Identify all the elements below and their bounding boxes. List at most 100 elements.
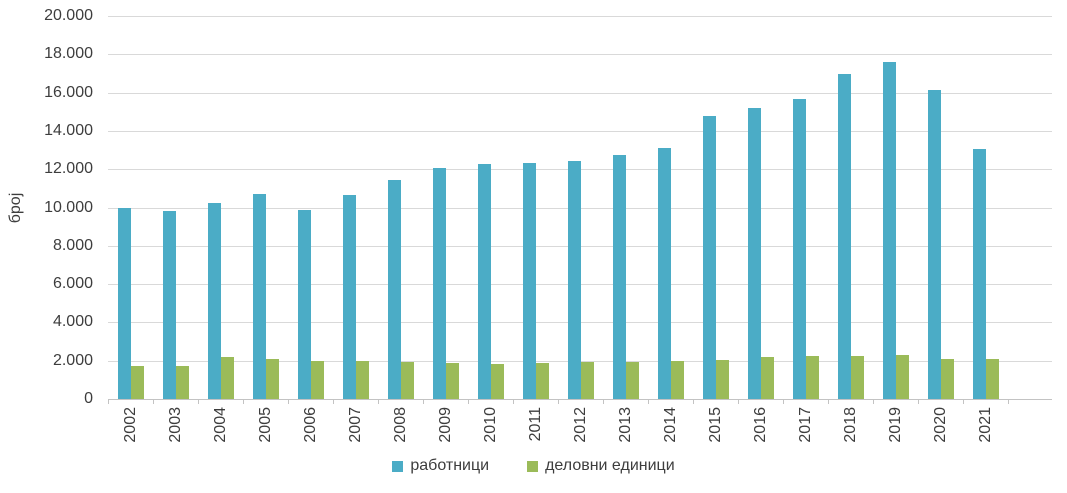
x-axis-tick <box>333 399 334 404</box>
bar-business-units-2018 <box>850 355 864 399</box>
x-axis-tick <box>963 399 964 404</box>
y-axis-tick-label: 4.000 <box>52 313 93 331</box>
bar-business-units-2012 <box>580 361 594 399</box>
legend-item-business-units: деловни единици <box>527 457 675 475</box>
x-axis-label-2005: 2005 <box>256 407 274 443</box>
bar-business-units-2014 <box>670 360 684 399</box>
x-axis-tick <box>918 399 919 404</box>
gridline <box>108 16 1052 17</box>
legend-marker-business-units <box>527 460 539 472</box>
bar-workers-2015 <box>702 115 716 399</box>
x-axis-label-2016: 2016 <box>751 407 769 443</box>
x-axis-label-2006: 2006 <box>301 407 319 443</box>
bar-workers-2004 <box>207 202 221 399</box>
x-axis-tick <box>468 399 469 404</box>
bar-business-units-2015 <box>715 359 729 399</box>
x-axis-tick <box>108 399 109 404</box>
gridline <box>108 54 1052 56</box>
bar-business-units-2008 <box>400 361 414 399</box>
x-axis-label-2010: 2010 <box>481 407 499 443</box>
bar-business-units-2021 <box>985 358 999 399</box>
bar-workers-2012 <box>567 160 581 399</box>
bar-business-units-2013 <box>625 361 639 399</box>
x-axis-label-2015: 2015 <box>706 407 724 443</box>
x-axis-line <box>108 399 1052 400</box>
x-axis-tick <box>828 399 829 404</box>
bar-workers-2019 <box>882 61 896 399</box>
x-axis-tick <box>513 399 514 404</box>
x-axis-tick <box>873 399 874 404</box>
bar-business-units-2016 <box>760 356 774 399</box>
x-axis-label-2007: 2007 <box>346 407 364 443</box>
bar-business-units-2010 <box>490 363 504 399</box>
bar-business-units-2002 <box>130 366 144 399</box>
bar-business-units-2009 <box>445 362 459 399</box>
x-axis-label-2009: 2009 <box>436 407 454 443</box>
bar-workers-2009 <box>432 168 446 399</box>
x-axis-label-2021: 2021 <box>976 407 994 443</box>
x-axis-label-2018: 2018 <box>841 407 859 443</box>
x-axis-label-2008: 2008 <box>391 407 409 443</box>
x-axis-label-2014: 2014 <box>661 407 679 443</box>
legend-marker-workers <box>392 460 404 472</box>
bar-business-units-2019 <box>895 354 909 399</box>
y-axis-tick-label: 6.000 <box>52 275 93 293</box>
y-axis-tick-label: 10.000 <box>44 198 93 216</box>
y-axis-tick-label: 14.000 <box>44 121 93 139</box>
bar-workers-2013 <box>612 154 626 399</box>
x-axis-tick <box>153 399 154 404</box>
bar-business-units-2011 <box>535 362 549 399</box>
bar-workers-2008 <box>387 179 401 399</box>
x-axis-label-2004: 2004 <box>211 407 229 443</box>
bar-business-units-2003 <box>175 366 189 399</box>
y-axis-tick-label: 0 <box>84 390 93 407</box>
x-axis-tick <box>558 399 559 404</box>
bar-workers-2018 <box>837 74 851 399</box>
gridline <box>108 92 1052 94</box>
x-axis-tick <box>198 399 199 404</box>
x-axis-label-2011: 2011 <box>526 407 544 442</box>
x-axis-tick <box>783 399 784 404</box>
x-axis-tick <box>693 399 694 404</box>
bar-business-units-2017 <box>805 355 819 399</box>
x-axis-tick <box>1008 399 1009 404</box>
bar-workers-2003 <box>162 211 176 399</box>
x-axis-label-2012: 2012 <box>571 407 589 443</box>
bar-workers-2007 <box>342 195 356 399</box>
x-axis-label-2002: 2002 <box>121 407 139 443</box>
y-axis-tick-label: 8.000 <box>52 236 93 254</box>
bar-workers-2020 <box>927 89 941 399</box>
bar-workers-2010 <box>477 164 491 399</box>
bar-business-units-2020 <box>940 358 954 399</box>
legend-label-workers: работници <box>410 457 490 474</box>
legend-label-business-units: деловни единици <box>545 457 675 474</box>
bar-workers-2021 <box>972 149 986 399</box>
y-axis-tick-label: 12.000 <box>44 160 93 178</box>
gridline <box>108 130 1052 132</box>
y-axis-tick-label: 2.000 <box>52 351 93 369</box>
x-axis-label-2019: 2019 <box>886 407 904 443</box>
bar-workers-2017 <box>792 99 806 399</box>
x-axis-label-2020: 2020 <box>931 407 949 443</box>
bar-business-units-2006 <box>310 360 324 399</box>
bar-workers-2006 <box>297 210 311 399</box>
x-axis-tick <box>603 399 604 404</box>
legend-item-workers: работници <box>392 457 489 475</box>
bar-business-units-2004 <box>220 356 234 399</box>
x-axis-tick <box>648 399 649 404</box>
bar-business-units-2005 <box>265 358 279 399</box>
x-axis-label-2003: 2003 <box>166 407 184 443</box>
x-axis-label-2017: 2017 <box>796 407 814 443</box>
x-axis-label-2013: 2013 <box>616 407 634 443</box>
y-axis-tick-label: 18.000 <box>44 45 93 63</box>
y-axis-tick-label: 20.000 <box>44 7 93 24</box>
bar-workers-2005 <box>252 194 266 399</box>
x-axis-tick <box>738 399 739 404</box>
x-axis-tick <box>378 399 379 404</box>
bar-workers-2002 <box>117 207 131 399</box>
bar-business-units-2007 <box>355 360 369 399</box>
bar-workers-2014 <box>657 148 671 399</box>
legend: работници деловни единици <box>0 457 1067 475</box>
plot-area <box>108 16 1052 399</box>
